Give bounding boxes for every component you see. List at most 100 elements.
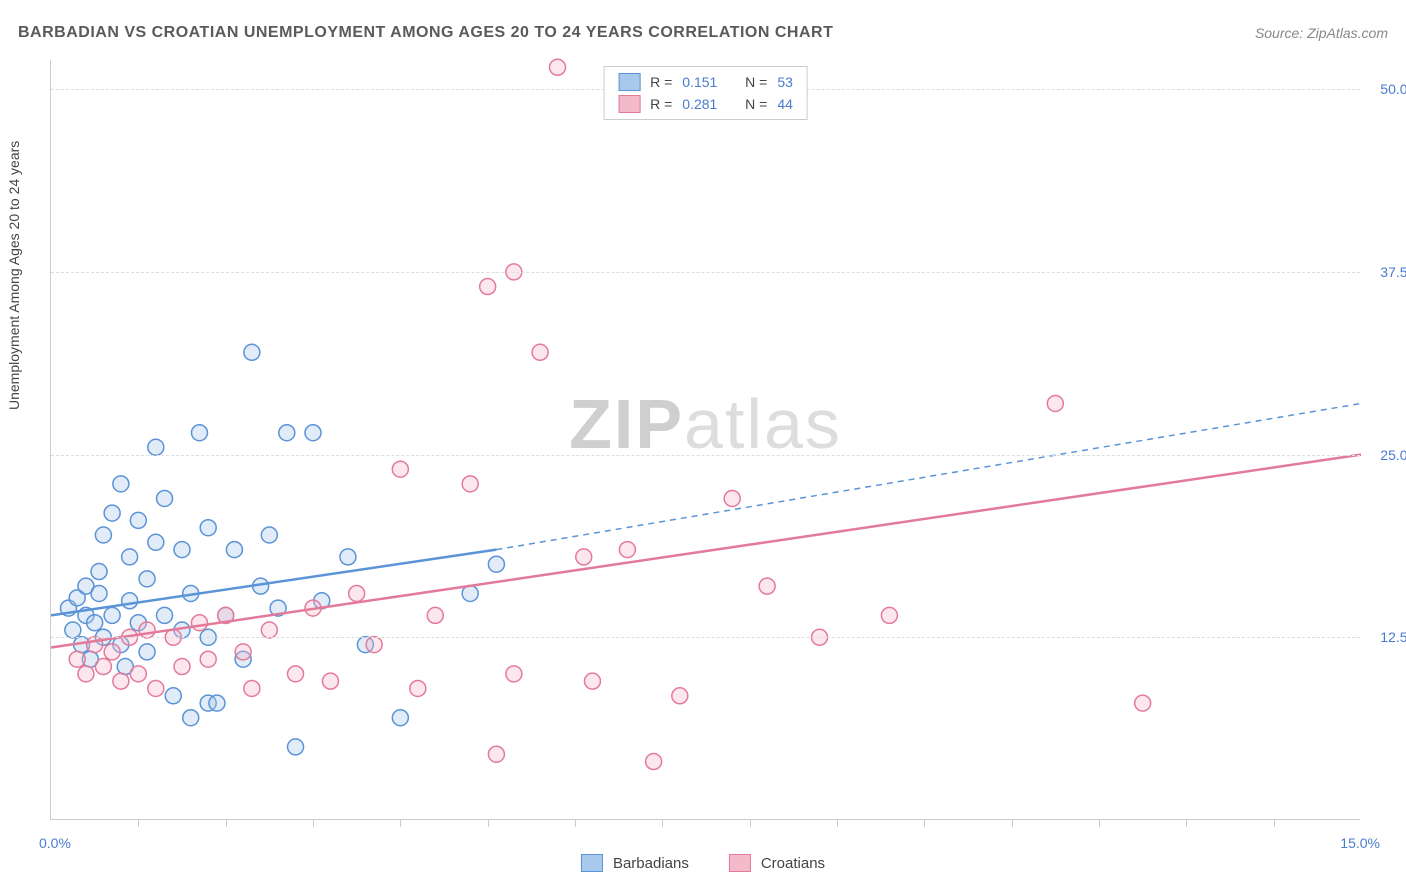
x-tick xyxy=(924,819,925,827)
scatter-point xyxy=(244,344,260,360)
stats-legend: R =0.151 N =53R =0.281 N =44 xyxy=(603,66,808,120)
r-label: R = xyxy=(650,74,672,90)
n-value: 53 xyxy=(777,74,793,90)
scatter-point xyxy=(139,622,155,638)
scatter-point xyxy=(226,542,242,558)
scatter-point xyxy=(165,688,181,704)
scatter-point xyxy=(95,659,111,675)
scatter-point xyxy=(87,637,103,653)
scatter-point xyxy=(104,505,120,521)
scatter-point xyxy=(174,659,190,675)
scatter-point xyxy=(148,680,164,696)
x-tick xyxy=(1186,819,1187,827)
stats-row: R = 0.281 N = 44 xyxy=(604,93,807,115)
scatter-point xyxy=(576,549,592,565)
scatter-point xyxy=(113,673,129,689)
scatter-point xyxy=(200,651,216,667)
scatter-point xyxy=(322,673,338,689)
x-tick xyxy=(226,819,227,827)
scatter-point xyxy=(200,520,216,536)
y-tick-label: 12.5% xyxy=(1380,629,1406,645)
scatter-point xyxy=(488,556,504,572)
y-axis-label: Unemployment Among Ages 20 to 24 years xyxy=(6,141,22,410)
legend-label: Barbadians xyxy=(613,855,689,872)
scatter-point xyxy=(104,644,120,660)
scatter-point xyxy=(139,644,155,660)
scatter-point xyxy=(759,578,775,594)
scatter-point xyxy=(122,549,138,565)
x-tick xyxy=(313,819,314,827)
scatter-point xyxy=(881,607,897,623)
scatter-point xyxy=(550,59,566,75)
n-label: N = xyxy=(745,96,767,112)
scatter-point xyxy=(392,461,408,477)
scatter-point xyxy=(191,615,207,631)
scatter-point xyxy=(584,673,600,689)
scatter-point xyxy=(183,710,199,726)
chart-title: BARBADIAN VS CROATIAN UNEMPLOYMENT AMONG… xyxy=(18,24,833,42)
source-label: Source: ZipAtlas.com xyxy=(1255,25,1388,41)
scatter-point xyxy=(91,585,107,601)
x-tick xyxy=(1274,819,1275,827)
scatter-point xyxy=(235,644,251,660)
scatter-point xyxy=(148,439,164,455)
gridline xyxy=(51,272,1360,273)
scatter-point xyxy=(65,622,81,638)
scatter-point xyxy=(506,666,522,682)
x-tick xyxy=(837,819,838,827)
scatter-point xyxy=(148,534,164,550)
scatter-point xyxy=(209,695,225,711)
trend-line-dashed xyxy=(496,403,1361,549)
n-value: 44 xyxy=(777,96,793,112)
y-tick-label: 37.5% xyxy=(1380,264,1406,280)
scatter-point xyxy=(69,651,85,667)
gridline xyxy=(51,637,1360,638)
r-label: R = xyxy=(650,96,672,112)
x-tick xyxy=(750,819,751,827)
scatter-point xyxy=(427,607,443,623)
scatter-point xyxy=(724,490,740,506)
x-tick xyxy=(400,819,401,827)
r-value: 0.281 xyxy=(682,96,717,112)
y-tick-label: 50.0% xyxy=(1380,81,1406,97)
scatter-point xyxy=(480,279,496,295)
scatter-point xyxy=(87,615,103,631)
scatter-point xyxy=(104,607,120,623)
scatter-point xyxy=(366,637,382,653)
scatter-point xyxy=(392,710,408,726)
scatter-point xyxy=(488,746,504,762)
scatter-point xyxy=(113,476,129,492)
legend-label: Croatians xyxy=(761,855,825,872)
scatter-point xyxy=(261,622,277,638)
x-tick xyxy=(138,819,139,827)
scatter-point xyxy=(130,512,146,528)
n-label: N = xyxy=(745,74,767,90)
scatter-point xyxy=(288,666,304,682)
scatter-point xyxy=(305,425,321,441)
scatter-point xyxy=(349,585,365,601)
scatter-point xyxy=(646,754,662,770)
scatter-point xyxy=(619,542,635,558)
scatter-point xyxy=(244,680,260,696)
x-tick xyxy=(662,819,663,827)
legend-swatch xyxy=(618,95,640,113)
bottom-legend: Barbadians Croatians xyxy=(581,854,825,872)
scatter-point xyxy=(78,666,94,682)
x-range-left: 0.0% xyxy=(39,835,71,851)
y-tick-label: 25.0% xyxy=(1380,447,1406,463)
legend-swatch xyxy=(581,854,603,872)
x-tick xyxy=(488,819,489,827)
scatter-point xyxy=(191,425,207,441)
scatter-point xyxy=(1047,395,1063,411)
scatter-point xyxy=(532,344,548,360)
x-tick xyxy=(1012,819,1013,827)
stats-row: R =0.151 N =53 xyxy=(604,71,807,93)
legend-swatch xyxy=(729,854,751,872)
scatter-point xyxy=(462,476,478,492)
legend-item: Croatians xyxy=(729,854,825,872)
legend-swatch xyxy=(618,73,640,91)
scatter-point xyxy=(1135,695,1151,711)
scatter-point xyxy=(157,607,173,623)
x-tick xyxy=(1099,819,1100,827)
x-tick xyxy=(575,819,576,827)
